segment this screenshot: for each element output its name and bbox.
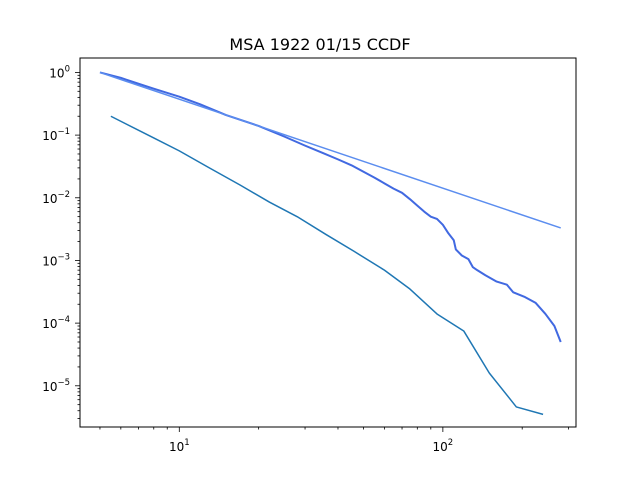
plot-area-frame [79, 57, 577, 428]
y-tick-label: 10−4 [42, 315, 70, 331]
chart-title: MSA 1922 01/15 CCDF [229, 35, 410, 54]
x-tick-label: 101 [169, 438, 190, 454]
y-axis: 100 10−1 10−2 10−3 10−4 10−5 [42, 64, 80, 419]
series-line-3 [110, 115, 544, 416]
y-tick-label: 10−3 [42, 252, 70, 268]
y-tick-label: 100 [49, 64, 70, 80]
x-tick-label: 102 [433, 438, 454, 454]
series-line-1 [99, 71, 562, 343]
series-layer [99, 71, 562, 416]
y-tick-label: 10−2 [42, 190, 70, 206]
y-tick-label: 10−1 [42, 127, 70, 143]
x-axis: 101 102 [99, 427, 570, 454]
series-line-2 [99, 71, 561, 229]
y-tick-label: 10−5 [42, 378, 70, 394]
